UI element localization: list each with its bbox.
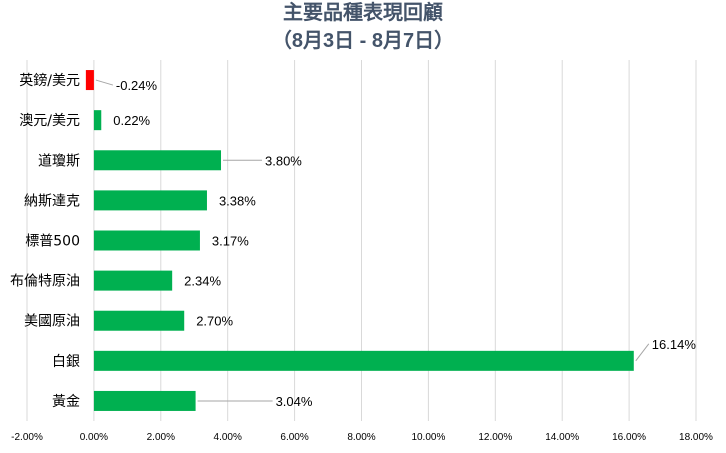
- data-label: 3.04%: [276, 394, 313, 409]
- labels: 英鎊/美元 -0.24% 澳元/美元 0.22% 道瓊斯 3.80% 納斯達克 3.38% 標普…: [10, 72, 696, 410]
- data-label: 2.70%: [196, 314, 233, 329]
- leader-line: [635, 343, 650, 362]
- category-label: 澳元/美元: [19, 113, 80, 129]
- bar: [93, 350, 634, 371]
- bar: [85, 70, 94, 91]
- data-label: 2.34%: [184, 274, 221, 289]
- data-label: 0.22%: [113, 113, 150, 128]
- category-label: 標普500: [25, 234, 80, 250]
- category-label: 黃金: [52, 394, 80, 410]
- category-label: 納斯達克: [24, 193, 80, 209]
- x-tick-label: 6.00%: [280, 432, 308, 443]
- category-label: 道瓊斯: [38, 153, 80, 169]
- x-tick-label: 8.00%: [347, 432, 375, 443]
- chart-title: 主要品種表現回顧: [283, 0, 443, 24]
- x-tick-label: 0.00%: [80, 432, 108, 443]
- bar: [93, 310, 185, 331]
- x-tick-label: 16.00%: [612, 432, 646, 443]
- data-label: 16.14%: [652, 337, 697, 352]
- bar: [93, 190, 207, 211]
- x-tick-label: 4.00%: [214, 432, 242, 443]
- leader-line: [95, 79, 114, 86]
- leader-lines: [95, 79, 650, 402]
- data-label: 3.80%: [265, 153, 302, 168]
- x-tick-label: 10.00%: [411, 432, 445, 443]
- bar: [93, 110, 102, 131]
- x-tick-label: 14.00%: [545, 432, 579, 443]
- bars: [85, 70, 634, 411]
- x-tick-label: -2.00%: [11, 432, 43, 443]
- category-label: 英鎊/美元: [19, 72, 80, 89]
- chart-subtitle: （8月3日 - 8月7日）: [272, 29, 454, 52]
- bar: [93, 150, 222, 171]
- x-tick-label: 2.00%: [147, 432, 175, 443]
- bar: [93, 270, 173, 291]
- bar: [93, 390, 196, 411]
- x-tick-label: 12.00%: [478, 432, 512, 443]
- category-label: 布倫特原油: [10, 274, 80, 290]
- data-label: -0.24%: [116, 78, 158, 93]
- bar: [93, 230, 200, 251]
- category-label: 白銀: [52, 354, 80, 370]
- x-axis-ticks: -2.00% 0.00% 2.00% 4.00% 6.00% 8.00% 10.00% 12.…: [11, 432, 713, 443]
- data-label: 3.38%: [219, 193, 256, 208]
- category-label: 美國原油: [24, 314, 80, 330]
- data-label: 3.17%: [212, 234, 249, 249]
- x-tick-label: 18.00%: [679, 432, 713, 443]
